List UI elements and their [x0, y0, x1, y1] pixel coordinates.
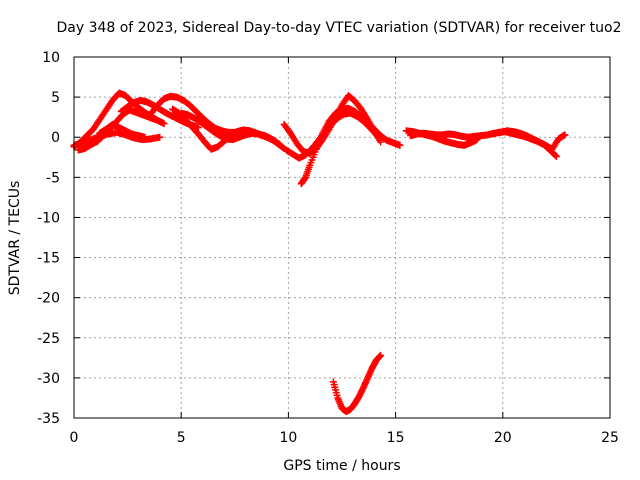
series-arc-4 — [96, 120, 149, 141]
axis-ticks: 0 5 10 15 20 25 10 5 0 -5 -10 -15 -20 -25 -30 -35 — [37, 50, 619, 446]
x-tick-label: 0 — [70, 430, 79, 446]
data-point — [552, 152, 560, 160]
x-axis-label: GPS time / hours — [283, 458, 400, 474]
chart-title: Day 348 of 2023, Sidereal Day-to-day VTE… — [56, 20, 621, 36]
y-tick-label: -20 — [37, 291, 60, 307]
series-arc-8 — [177, 109, 288, 152]
series-arc-12 — [329, 351, 385, 416]
data-point — [141, 133, 149, 141]
y-tick-label: -35 — [37, 411, 60, 427]
data-point — [551, 151, 559, 159]
y-tick-label: 0 — [51, 130, 60, 146]
y-axis-label: SDTVAR / TECUs — [7, 181, 23, 296]
x-tick-label: 15 — [387, 430, 405, 446]
x-tick-label: 10 — [279, 430, 297, 446]
data-point — [160, 120, 168, 128]
plot-frame — [73, 56, 611, 419]
y-tick-label: -10 — [37, 210, 60, 226]
x-tick-label: 20 — [494, 430, 512, 446]
y-tick-label: -25 — [37, 331, 60, 347]
y-tick-label: -30 — [37, 371, 60, 387]
data-point — [377, 138, 385, 146]
data-point — [156, 133, 164, 141]
y-tick-label: -15 — [37, 251, 60, 267]
y-tick-label: 5 — [51, 90, 60, 106]
data-points — [70, 89, 569, 416]
series-arc-14 — [407, 127, 569, 153]
y-tick-label: 10 — [42, 50, 60, 66]
data-point — [151, 116, 159, 124]
data-point — [561, 131, 569, 139]
x-tick-label: 5 — [177, 430, 186, 446]
series-arc-11 — [297, 104, 404, 188]
series-arc-15 — [488, 128, 560, 160]
x-tick-label: 25 — [601, 430, 619, 446]
data-point — [396, 141, 404, 149]
series-arc-6 — [147, 92, 284, 148]
data-point — [377, 351, 385, 359]
y-tick-label: -5 — [46, 170, 60, 186]
